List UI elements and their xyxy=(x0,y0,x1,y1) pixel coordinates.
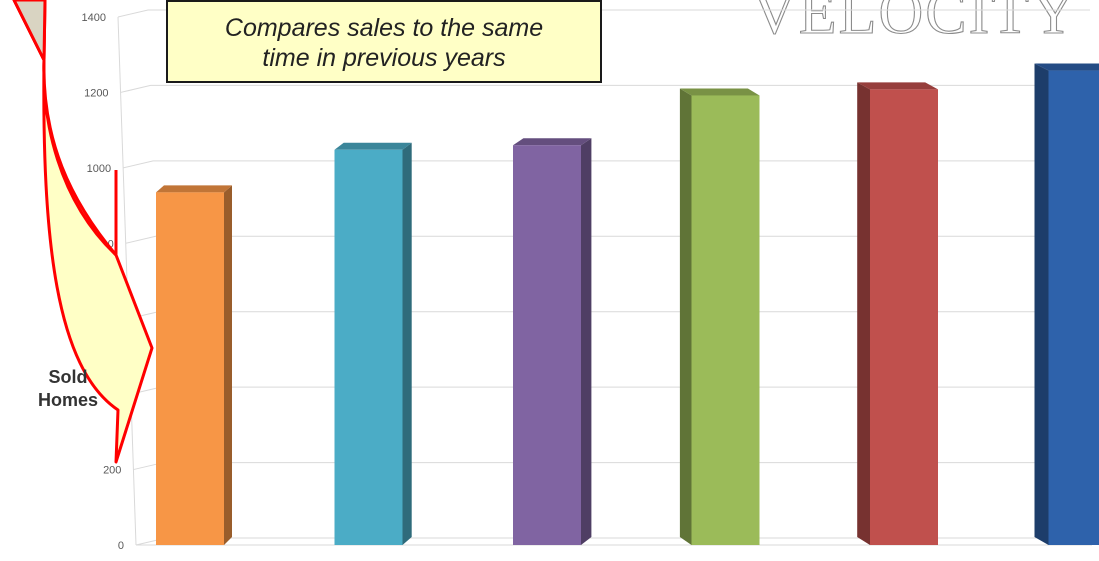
callout-line-2: time in previous years xyxy=(262,44,506,72)
y-axis-title-word: Sold xyxy=(48,367,88,387)
grid-line xyxy=(128,311,1090,320)
grid-line xyxy=(125,235,1090,244)
bar xyxy=(857,82,938,545)
callout-line-1: Compares sales to the same xyxy=(224,14,544,42)
y-tick-label: 1000 xyxy=(87,163,111,175)
y-axis-title-text: Sold Homes xyxy=(18,366,118,412)
bar-top xyxy=(334,142,412,150)
y-axis-title-word: Homes xyxy=(37,390,99,410)
grid-line xyxy=(120,84,1090,93)
bar-series xyxy=(156,63,1099,546)
bar-front xyxy=(870,89,938,545)
bar-front xyxy=(691,95,760,546)
bar xyxy=(679,88,760,546)
bar-top xyxy=(679,88,760,96)
bar-top xyxy=(1034,63,1099,71)
y-tick-label: 1200 xyxy=(84,87,108,99)
y-tick-label: 1400 xyxy=(82,12,106,24)
bar-front xyxy=(1048,70,1099,545)
bar xyxy=(1034,63,1099,545)
callout-box: Compares sales to the same time in previ… xyxy=(166,0,602,83)
chart-grid xyxy=(117,9,1090,546)
bar xyxy=(156,185,232,545)
bar xyxy=(334,142,412,546)
bar-side xyxy=(679,88,692,546)
bar-side xyxy=(857,82,870,545)
grid-line xyxy=(135,537,1090,546)
grid-line xyxy=(133,462,1090,471)
curved-arrow-callout xyxy=(12,0,154,464)
bar-top xyxy=(513,138,592,146)
bar-top xyxy=(857,82,938,90)
y-tick-label: 200 xyxy=(103,465,121,477)
bar xyxy=(513,138,592,545)
bar-front xyxy=(156,192,224,545)
bar-side xyxy=(224,185,232,545)
bar-side xyxy=(1034,63,1049,545)
y-tick-label: 0 xyxy=(118,540,124,552)
watermark-text: VELOCITY xyxy=(752,0,1078,47)
bar-side xyxy=(402,142,412,546)
grid-line xyxy=(123,160,1090,169)
grid-line xyxy=(117,9,1090,18)
bar-front xyxy=(334,149,403,546)
bar-side xyxy=(581,138,592,545)
y-axis-title: Sold Homes xyxy=(18,366,118,412)
bar-front xyxy=(513,145,581,545)
bar-top xyxy=(156,185,232,193)
grid-line xyxy=(130,386,1090,395)
